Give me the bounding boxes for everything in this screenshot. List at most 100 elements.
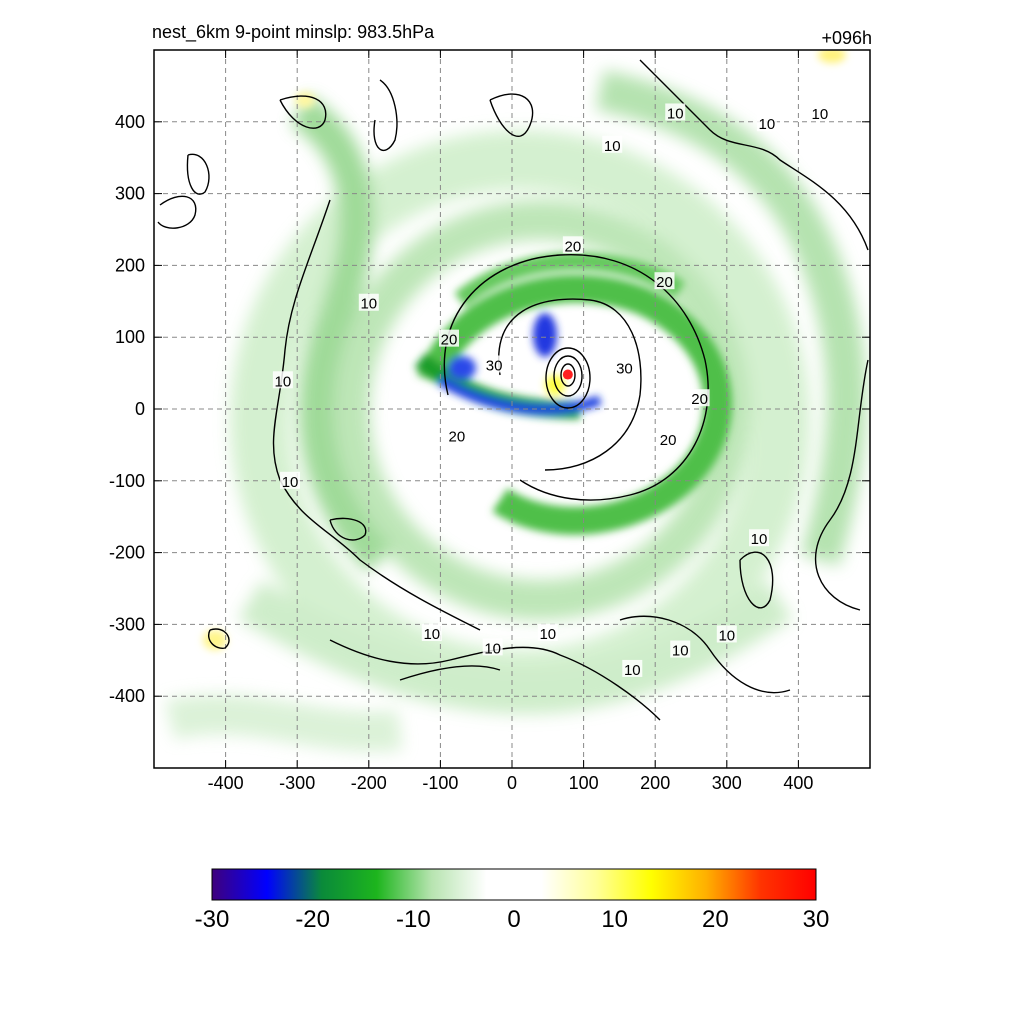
y-tick-label: -300 xyxy=(109,614,145,634)
svg-text:10: 10 xyxy=(759,116,776,133)
contour-label: 10 xyxy=(358,293,379,313)
contour-label: 20 xyxy=(654,272,675,291)
x-tick-label: 300 xyxy=(712,773,742,793)
x-tick-label: -400 xyxy=(208,773,244,793)
chart-title: nest_6km 9-point minslp: 983.5hPa xyxy=(152,22,435,42)
contour-30 xyxy=(498,298,642,471)
contour-10-g xyxy=(272,199,481,631)
svg-text:30: 30 xyxy=(616,360,633,377)
contour-label: 10 xyxy=(716,625,737,644)
contour-label: 10 xyxy=(809,104,830,123)
contour-10-e xyxy=(489,93,534,137)
x-tick-label: -200 xyxy=(351,773,387,793)
contour-label: 20 xyxy=(438,329,459,349)
svg-text:10: 10 xyxy=(360,296,377,313)
contour-10-c xyxy=(279,95,327,129)
svg-text:10: 10 xyxy=(718,627,735,644)
svg-text:30: 30 xyxy=(486,357,503,374)
contour-label: 10 xyxy=(537,624,558,643)
contour-core-1 xyxy=(545,347,591,409)
contour-label: 20 xyxy=(689,389,710,408)
svg-text:20: 20 xyxy=(449,429,466,446)
contour-labels: 10 10 10 10 10 10 10 10 10 10 10 10 10 10 20 20 20 20 20 20… xyxy=(272,103,830,679)
svg-text:10: 10 xyxy=(667,105,684,122)
y-tick-label: 100 xyxy=(115,327,145,347)
contour-20 xyxy=(443,254,709,501)
svg-text:10: 10 xyxy=(423,626,440,643)
storm-center-marker xyxy=(562,369,573,380)
contour-label: 20 xyxy=(658,430,679,449)
contour-lines xyxy=(157,59,869,721)
svg-text:20: 20 xyxy=(691,391,708,408)
contour-label: 10 xyxy=(482,638,503,657)
colorbar-tick-label: -20 xyxy=(295,906,330,933)
contour-core-3 xyxy=(560,363,576,387)
contour-10-i xyxy=(329,639,661,721)
svg-text:10: 10 xyxy=(751,531,768,548)
shaded-field xyxy=(154,50,870,768)
y-tick-label: 300 xyxy=(115,184,145,204)
x-tick-label: 200 xyxy=(640,773,670,793)
x-tick-label: -100 xyxy=(422,773,458,793)
svg-text:10: 10 xyxy=(624,662,641,679)
contour-10-f xyxy=(639,59,869,251)
contour-core-2 xyxy=(553,355,583,397)
contour-10-h xyxy=(814,359,869,611)
axes: -400 -300 -200 -100 0 100 200 300 40040030020010… xyxy=(109,50,870,793)
svg-text:10: 10 xyxy=(484,640,501,657)
y-tick-label: -400 xyxy=(109,686,145,706)
y-tick-label: 0 xyxy=(135,399,145,419)
contour-label: 20 xyxy=(562,236,583,255)
contour-10-j xyxy=(619,615,791,694)
svg-text:10: 10 xyxy=(275,373,292,390)
svg-text:10: 10 xyxy=(539,626,556,643)
contour-label: 30 xyxy=(614,358,635,377)
y-tick-label: -200 xyxy=(109,543,145,563)
colorbar-tick-label: 20 xyxy=(702,906,729,933)
contour-10-k xyxy=(739,551,774,609)
colorbar: -30 -20 -10 0 10 20 30 xyxy=(195,868,830,933)
colorbar-tick-label: 30 xyxy=(803,906,830,933)
forecast-hour-label: +096h xyxy=(821,28,872,48)
x-tick-label: -300 xyxy=(279,773,315,793)
svg-text:20: 20 xyxy=(441,332,458,349)
colorbar-tick-label: 0 xyxy=(507,906,520,933)
contour-label: 10 xyxy=(602,135,623,155)
contour-10-l xyxy=(399,665,501,681)
contour-10-b xyxy=(186,153,210,195)
contour-label: 20 xyxy=(446,426,467,446)
svg-text:20: 20 xyxy=(660,432,677,449)
colorbar-tick-label: -10 xyxy=(396,906,431,933)
svg-text:10: 10 xyxy=(672,643,689,660)
y-tick-label: 400 xyxy=(115,112,145,132)
contour-10-a xyxy=(157,195,197,229)
x-tick-label: 400 xyxy=(783,773,813,793)
colorbar-ramp xyxy=(211,868,817,901)
center-marker-group xyxy=(562,369,573,380)
svg-text:10: 10 xyxy=(812,106,829,123)
contour-label: 10 xyxy=(421,624,442,643)
colorbar-ticks: -30 -20 -10 0 10 20 30 xyxy=(195,906,830,933)
x-tick-label: 0 xyxy=(507,773,517,793)
y-tick-label: -100 xyxy=(109,471,145,491)
colorbar-tick-label: -30 xyxy=(195,906,230,933)
contour-label: 10 xyxy=(622,659,643,679)
svg-text:10: 10 xyxy=(282,474,299,491)
svg-text:10: 10 xyxy=(604,138,621,155)
y-tick-label: 200 xyxy=(115,255,145,275)
contour-label: 10 xyxy=(670,640,691,660)
svg-text:20: 20 xyxy=(565,238,582,255)
contour-label: 10 xyxy=(665,103,686,122)
x-tick-label: 100 xyxy=(569,773,599,793)
contour-label: 10 xyxy=(272,371,293,390)
contour-label: 30 xyxy=(484,355,505,374)
contour-label: 10 xyxy=(280,471,301,491)
colorbar-tick-label: 10 xyxy=(601,906,628,933)
contour-label: 10 xyxy=(756,114,777,133)
svg-text:20: 20 xyxy=(656,274,673,291)
contour-10-d xyxy=(373,79,398,152)
contour-label: 10 xyxy=(749,529,770,548)
contour-10-m xyxy=(329,517,367,541)
contour-10-n xyxy=(208,628,230,649)
